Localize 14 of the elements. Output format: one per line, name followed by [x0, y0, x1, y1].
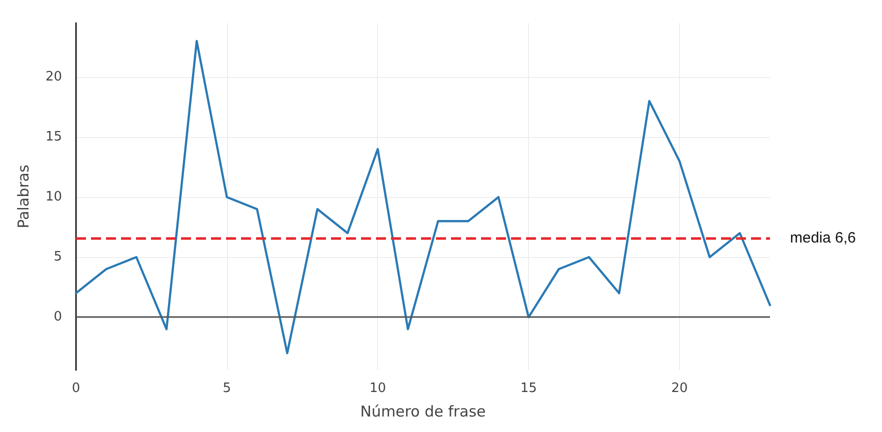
line-series: [74, 40, 772, 354]
x-tick-label: 10: [369, 381, 386, 396]
ref-line-label: media 6,6: [790, 229, 856, 246]
x-tick-label: 15: [520, 381, 537, 396]
y-tick-label: 20: [45, 70, 62, 85]
y-axis-title: Palabras: [14, 164, 32, 228]
y-tick-label: 0: [54, 310, 62, 325]
y-tick-label: 5: [54, 250, 62, 265]
y-tick-label: 10: [45, 190, 62, 205]
x-tick-label: 0: [72, 381, 80, 396]
y-tick-label: 15: [45, 130, 62, 145]
x-tick-label: 20: [671, 381, 688, 396]
x-tick-label: 5: [222, 381, 232, 396]
x-axis-title: Número de frase: [360, 402, 486, 420]
